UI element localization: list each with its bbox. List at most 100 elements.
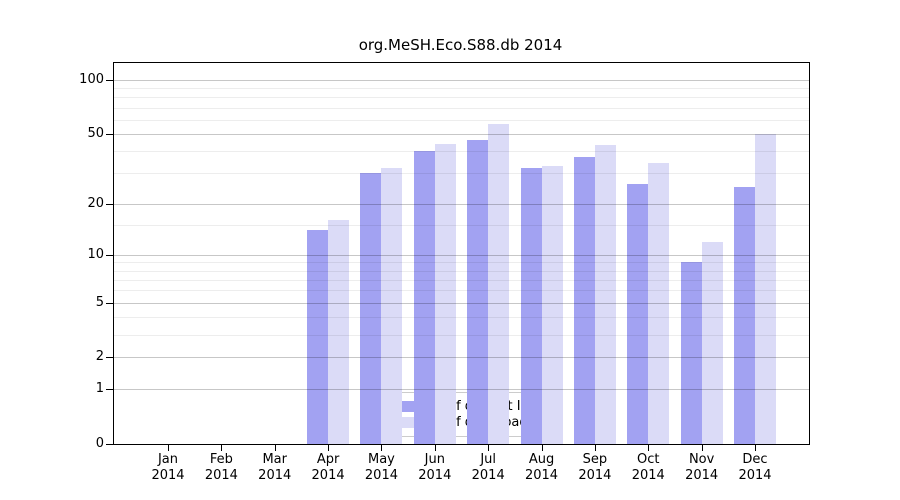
bar-downloads bbox=[701, 241, 723, 444]
y-axis-tick-label: 20 bbox=[87, 195, 104, 211]
gridline-minor bbox=[114, 173, 809, 175]
x-tick-mark bbox=[328, 444, 330, 451]
x-axis-tick-label: Jul 2014 bbox=[456, 452, 520, 484]
x-tick-mark bbox=[434, 444, 436, 451]
bar-distinct-ips bbox=[467, 140, 489, 444]
x-tick-mark bbox=[274, 444, 276, 451]
x-tick-mark bbox=[541, 444, 543, 451]
x-axis-tick-label: Oct 2014 bbox=[616, 452, 680, 484]
x-tick-year: 2014 bbox=[578, 468, 612, 483]
x-tick-month: Oct bbox=[637, 452, 660, 467]
x-tick-year: 2014 bbox=[311, 468, 345, 483]
bar-downloads bbox=[381, 168, 403, 444]
y-tick-mark bbox=[106, 79, 113, 81]
y-axis-tick-label: 0 bbox=[95, 436, 104, 451]
y-tick-mark bbox=[106, 444, 113, 445]
gridline-minor bbox=[114, 334, 809, 336]
gridline-major bbox=[114, 254, 809, 256]
x-tick-month: Jul bbox=[480, 452, 497, 467]
bar-downloads bbox=[488, 123, 510, 444]
bar-distinct-ips bbox=[307, 230, 329, 444]
x-tick-mark bbox=[381, 444, 383, 451]
x-tick-month: Nov bbox=[688, 452, 715, 467]
x-tick-year: 2014 bbox=[471, 468, 505, 483]
bar-distinct-ips bbox=[680, 262, 702, 444]
x-tick-mark bbox=[701, 444, 703, 451]
y-axis-tick-label: 1 bbox=[95, 381, 104, 397]
bar-downloads bbox=[648, 163, 670, 444]
x-tick-year: 2014 bbox=[204, 468, 238, 483]
x-tick-year: 2014 bbox=[151, 468, 185, 483]
x-tick-mark bbox=[488, 444, 490, 451]
x-tick-mark bbox=[648, 444, 650, 451]
bar-distinct-ips bbox=[627, 183, 649, 444]
gridline-minor bbox=[114, 150, 809, 152]
x-axis-tick-label: Sep 2014 bbox=[563, 452, 627, 484]
y-axis-tick-label: 50 bbox=[87, 125, 104, 141]
x-tick-year: 2014 bbox=[738, 468, 772, 483]
x-tick-year: 2014 bbox=[418, 468, 452, 483]
gridline-minor bbox=[114, 97, 809, 99]
x-tick-month: Sep bbox=[582, 452, 608, 467]
gridline-minor bbox=[114, 88, 809, 90]
x-tick-year: 2014 bbox=[258, 468, 292, 483]
bar-distinct-ips bbox=[360, 173, 382, 444]
bar-downloads bbox=[541, 165, 563, 444]
x-axis-tick-label: Nov 2014 bbox=[670, 452, 734, 484]
x-tick-year: 2014 bbox=[524, 468, 559, 483]
x-axis-tick-label: Mar 2014 bbox=[243, 452, 307, 484]
x-tick-month: Jan bbox=[157, 452, 179, 467]
bar-distinct-ips bbox=[520, 168, 542, 444]
x-tick-month: Apr bbox=[316, 452, 340, 467]
gridline-minor bbox=[114, 317, 809, 318]
x-axis-tick-label: May 2014 bbox=[349, 452, 413, 484]
y-tick-mark bbox=[106, 389, 113, 391]
x-axis-tick-label: Jun 2014 bbox=[403, 452, 467, 484]
bar-downloads bbox=[755, 133, 776, 444]
bar-distinct-ips bbox=[413, 150, 435, 444]
y-tick-mark bbox=[106, 254, 113, 256]
x-tick-mark bbox=[594, 444, 596, 451]
y-axis-tick-label: 5 bbox=[95, 294, 104, 310]
gridline-major bbox=[114, 357, 809, 359]
x-tick-year: 2014 bbox=[364, 468, 398, 483]
gridline-minor bbox=[114, 290, 809, 292]
x-axis-tick-label: Dec 2014 bbox=[723, 452, 787, 484]
y-tick-mark bbox=[106, 133, 113, 135]
x-axis-tick-label: Jan 2014 bbox=[136, 452, 200, 484]
x-tick-month: Mar bbox=[262, 452, 287, 467]
y-axis-tick-label: 2 bbox=[95, 349, 104, 365]
plot-area: Nb of distinct IPsNb of downloads 012510… bbox=[79, 62, 810, 483]
x-axis-tick-label: Apr 2014 bbox=[296, 452, 360, 484]
gridline-major bbox=[114, 389, 809, 391]
gridline-minor bbox=[114, 270, 809, 272]
gridline-minor bbox=[114, 262, 809, 264]
bar-downloads bbox=[328, 220, 350, 444]
y-axis-tick-label: 100 bbox=[79, 71, 104, 87]
x-tick-month: Dec bbox=[742, 452, 768, 467]
x-tick-year: 2014 bbox=[685, 468, 719, 483]
gridline-major bbox=[114, 133, 809, 135]
x-tick-month: Feb bbox=[209, 452, 233, 467]
x-axis-tick-label: Aug 2014 bbox=[510, 452, 574, 484]
chart-title: org.MeSH.Eco.S88.db 2014 bbox=[358, 36, 563, 54]
y-tick-mark bbox=[106, 203, 113, 205]
gridline-minor bbox=[114, 279, 809, 281]
gridline-minor bbox=[114, 107, 809, 109]
bar-distinct-ips bbox=[573, 156, 595, 444]
gridline-minor bbox=[114, 119, 809, 121]
y-axis-tick-label: 10 bbox=[87, 246, 104, 262]
gridline-minor bbox=[114, 225, 809, 227]
x-tick-year: 2014 bbox=[631, 468, 665, 483]
gridline-major bbox=[114, 203, 809, 205]
y-tick-mark bbox=[106, 302, 113, 304]
bar-downloads bbox=[434, 143, 456, 444]
x-axis-tick-label: Feb 2014 bbox=[189, 452, 253, 484]
x-tick-month: Jun bbox=[424, 452, 445, 467]
bar-distinct-ips bbox=[734, 186, 755, 444]
x-tick-month: Aug bbox=[528, 452, 555, 467]
gridline-major bbox=[114, 302, 809, 304]
x-tick-month: May bbox=[368, 452, 395, 467]
x-tick-mark bbox=[755, 444, 756, 451]
bar-downloads bbox=[594, 145, 616, 444]
